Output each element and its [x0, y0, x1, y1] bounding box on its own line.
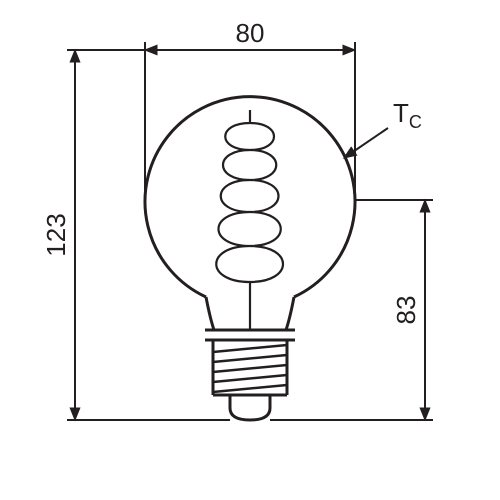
thread-ridges	[213, 345, 287, 392]
height-value: 123	[41, 213, 71, 256]
bulb-technical-drawing: 80 123 83 TC	[0, 0, 500, 500]
tc-main: T	[393, 98, 409, 128]
globe	[145, 97, 355, 297]
spiral-filament	[216, 110, 283, 330]
neck-right	[286, 297, 294, 330]
base-height-value: 83	[391, 296, 421, 325]
tc-label: TC	[393, 98, 422, 132]
tc-sub: C	[409, 112, 422, 132]
tc-annotation	[344, 128, 388, 158]
contact-tip	[230, 395, 270, 420]
width-value: 80	[236, 18, 265, 48]
neck-left	[206, 297, 214, 330]
bulb-outline	[145, 97, 355, 420]
